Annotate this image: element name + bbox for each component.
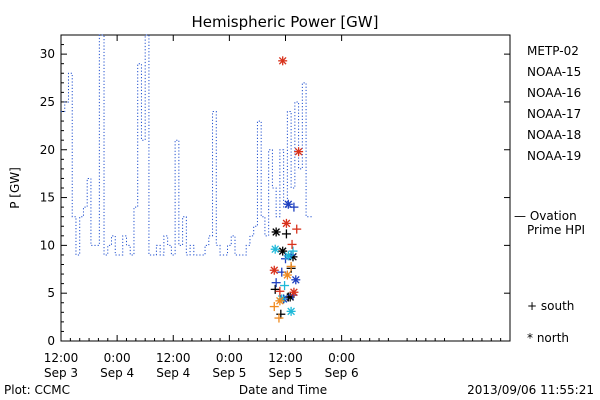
legend-entry: NOAA-16	[527, 86, 581, 100]
data-point-star	[270, 244, 280, 254]
x-axis-label: Date and Time	[239, 383, 327, 397]
plot-frame	[60, 34, 511, 342]
legend-north-symbol: * north	[527, 331, 569, 345]
legend-entry: NOAA-15	[527, 65, 581, 79]
y-tick-label: 0	[47, 334, 55, 348]
legend-south-symbol: + south	[527, 299, 574, 313]
x-tick-date-label: Sep 3	[44, 366, 78, 380]
data-point-plus	[281, 229, 291, 239]
data-point-star	[271, 227, 281, 237]
y-axis: 0 5 10 15 20 25 30	[40, 44, 510, 348]
x-tick-date-label: Sep 4	[100, 366, 134, 380]
legend-entry: NOAA-17	[527, 107, 581, 121]
data-point-star	[294, 147, 304, 157]
x-tick-date-label: Sep 6	[325, 366, 359, 380]
observation-markers	[269, 56, 304, 323]
legend-ovation-line2: Prime HPI	[527, 223, 585, 237]
legend-entry: NOAA-18	[527, 128, 581, 142]
x-tick-time-label: 0:00	[216, 351, 243, 365]
y-tick-label: 25	[40, 95, 55, 109]
data-point-plus	[276, 309, 286, 319]
data-point-star	[281, 218, 291, 228]
footer-timestamp: 2013/09/06 11:55:21	[467, 383, 594, 397]
y-tick-label: 15	[40, 191, 55, 205]
data-point-plus	[271, 278, 281, 288]
data-point-star	[269, 265, 279, 275]
chart-title: Hemispheric Power [GW]	[192, 13, 379, 31]
data-point-star	[283, 251, 293, 261]
data-point-star	[275, 296, 285, 306]
legend-entry: METP-02	[527, 44, 579, 58]
data-point-star	[291, 275, 301, 285]
x-tick-time-label: 12:00	[44, 351, 79, 365]
y-tick-label: 20	[40, 143, 55, 157]
data-point-plus	[269, 302, 279, 312]
footer-plot-source: Plot: CCMC	[4, 383, 70, 397]
data-point-star	[289, 287, 299, 297]
data-point-plus	[274, 313, 284, 323]
y-tick-label: 5	[47, 286, 55, 300]
data-point-plus	[289, 202, 299, 212]
legend-entry: NOAA-19	[527, 149, 581, 163]
data-point-plus	[270, 284, 280, 294]
data-point-plus	[292, 224, 302, 234]
data-point-plus	[280, 281, 290, 291]
data-point-plus	[275, 286, 285, 296]
data-point-plus	[287, 239, 297, 249]
x-tick-time-label: 12:00	[156, 351, 191, 365]
data-point-star	[283, 199, 293, 209]
data-point-star	[286, 306, 296, 316]
legend-ovation-line1: — Ovation	[514, 209, 577, 223]
x-tick-date-label: Sep 5	[268, 366, 302, 380]
x-tick-date-label: Sep 4	[156, 366, 190, 380]
x-tick-time-label: 0:00	[104, 351, 131, 365]
x-tick-time-label: 0:00	[328, 351, 355, 365]
y-axis-label: P [GW]	[8, 167, 22, 209]
x-tick-time-label: 12:00	[268, 351, 303, 365]
data-point-plus	[286, 261, 296, 271]
y-tick-label: 10	[40, 238, 55, 252]
data-point-star	[278, 56, 288, 66]
series-line-ovation	[61, 34, 314, 256]
data-point-star	[282, 270, 292, 280]
x-tick-date-label: Sep 5	[212, 366, 246, 380]
y-tick-label: 30	[40, 47, 55, 61]
data-point-plus	[288, 246, 298, 256]
legend: METP-02 NOAA-15 NOAA-16 NOAA-17 NOAA-18 NOAA-…	[527, 44, 581, 163]
